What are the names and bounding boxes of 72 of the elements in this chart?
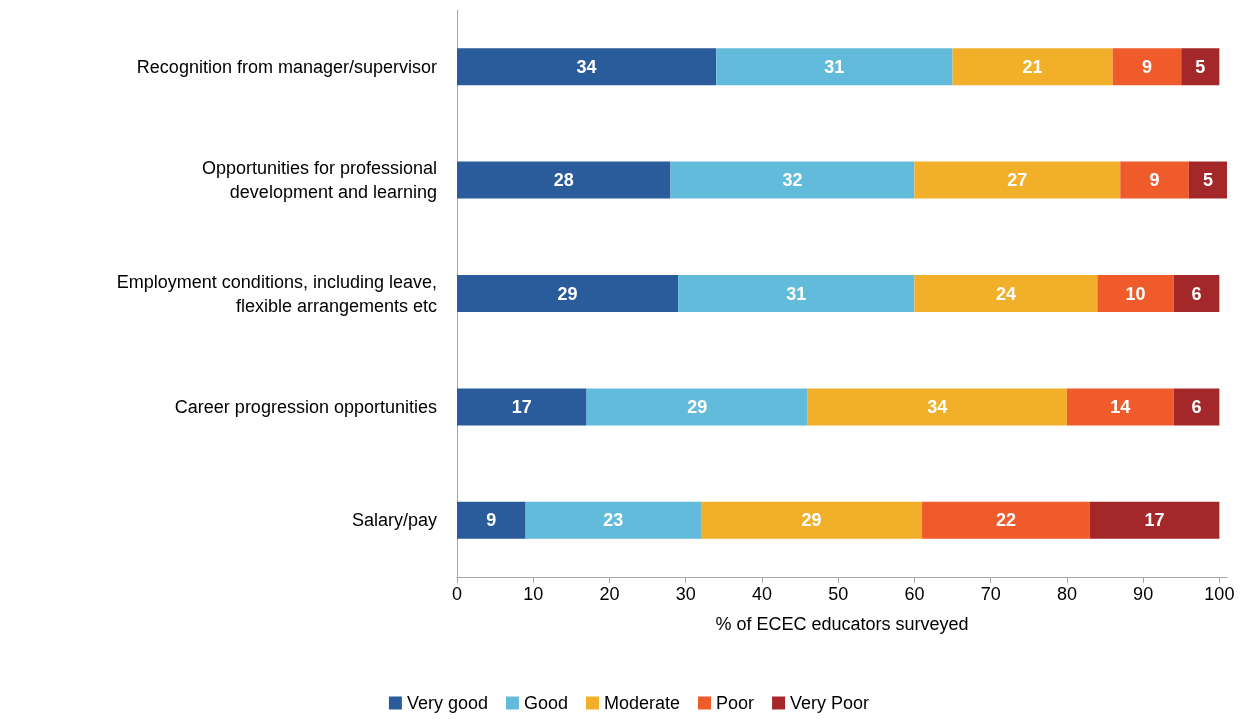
- data-label: 17: [511, 396, 532, 417]
- y-tick-label: Career progression opportunities: [174, 396, 437, 417]
- x-tick-label: 60: [904, 584, 925, 604]
- y-tick-label: Opportunities for professional development and learning: [201, 158, 437, 203]
- data-label: 34: [576, 56, 597, 77]
- data-label: 5: [1195, 56, 1206, 77]
- bar: [1066, 388, 1174, 426]
- bar: [952, 48, 1113, 86]
- bar: [457, 501, 526, 539]
- x-tick-label: 30: [675, 584, 696, 604]
- bar: [457, 275, 679, 312]
- data-label: 9: [1141, 56, 1152, 77]
- bar: [678, 275, 915, 312]
- y-tick-label: Salary/pay: [351, 510, 437, 531]
- legend-label: Poor: [716, 693, 755, 713]
- data-label: 31: [786, 283, 807, 304]
- data-label: 34: [927, 396, 948, 417]
- bar: [914, 275, 1098, 312]
- data-label: 27: [1007, 170, 1028, 191]
- x-tick-label: 90: [1133, 584, 1154, 604]
- bar: [716, 48, 953, 86]
- legend-label: Very Poor: [790, 693, 870, 713]
- bar: [700, 501, 923, 539]
- y-tick-label: Recognition from manager/supervisor: [136, 56, 437, 77]
- legend-label: Good: [523, 693, 569, 713]
- data-label: 10: [1125, 283, 1146, 304]
- x-tick-label: 50: [828, 584, 849, 604]
- data-label: 21: [1022, 56, 1043, 77]
- x-tick-label: 40: [751, 584, 772, 604]
- data-label: 28: [553, 170, 574, 191]
- data-label: 9: [486, 510, 497, 531]
- bar: [457, 388, 587, 426]
- bar: [670, 161, 915, 199]
- x-tick-label: 20: [599, 584, 620, 604]
- data-label: 32: [782, 170, 803, 191]
- data-label: 22: [995, 510, 1016, 531]
- data-label: 31: [824, 56, 845, 77]
- bar: [457, 48, 717, 86]
- bar: [1181, 48, 1220, 86]
- x-tick-label: 70: [980, 584, 1001, 604]
- bar: [1173, 388, 1220, 426]
- data-label: 5: [1202, 170, 1213, 191]
- bar: [1112, 48, 1182, 86]
- data-label: 23: [603, 510, 624, 531]
- y-tick-label: Employment conditions, including leave, flexible arrangements etc: [116, 271, 437, 316]
- bar: [525, 501, 701, 539]
- bar: [1120, 161, 1189, 199]
- data-label: 14: [1110, 396, 1131, 417]
- data-label: 6: [1191, 283, 1202, 304]
- bar: [457, 161, 671, 199]
- x-tick-label: 0: [451, 584, 463, 604]
- bar: [914, 161, 1121, 199]
- bar: [807, 388, 1067, 426]
- bar: [1188, 161, 1227, 199]
- x-tick-label: 100: [1204, 584, 1235, 604]
- bar: [1089, 501, 1220, 539]
- data-label: 29: [687, 396, 708, 417]
- legend-label: Very good: [406, 693, 488, 713]
- x-tick-label: 80: [1056, 584, 1077, 604]
- bar: [1173, 275, 1220, 312]
- data-label: 9: [1149, 170, 1160, 191]
- bar: [586, 388, 808, 426]
- data-label: 17: [1144, 510, 1165, 531]
- bar: [1097, 275, 1174, 312]
- data-label: 29: [801, 510, 822, 531]
- data-label: 29: [557, 283, 578, 304]
- bar: [922, 501, 1090, 539]
- x-axis-title: % of ECEC educators surveyed: [715, 614, 969, 634]
- x-tick-label: 10: [523, 584, 544, 604]
- data-label: 6: [1191, 396, 1202, 417]
- data-label: 24: [995, 283, 1016, 304]
- legend-label: Moderate: [604, 693, 681, 713]
